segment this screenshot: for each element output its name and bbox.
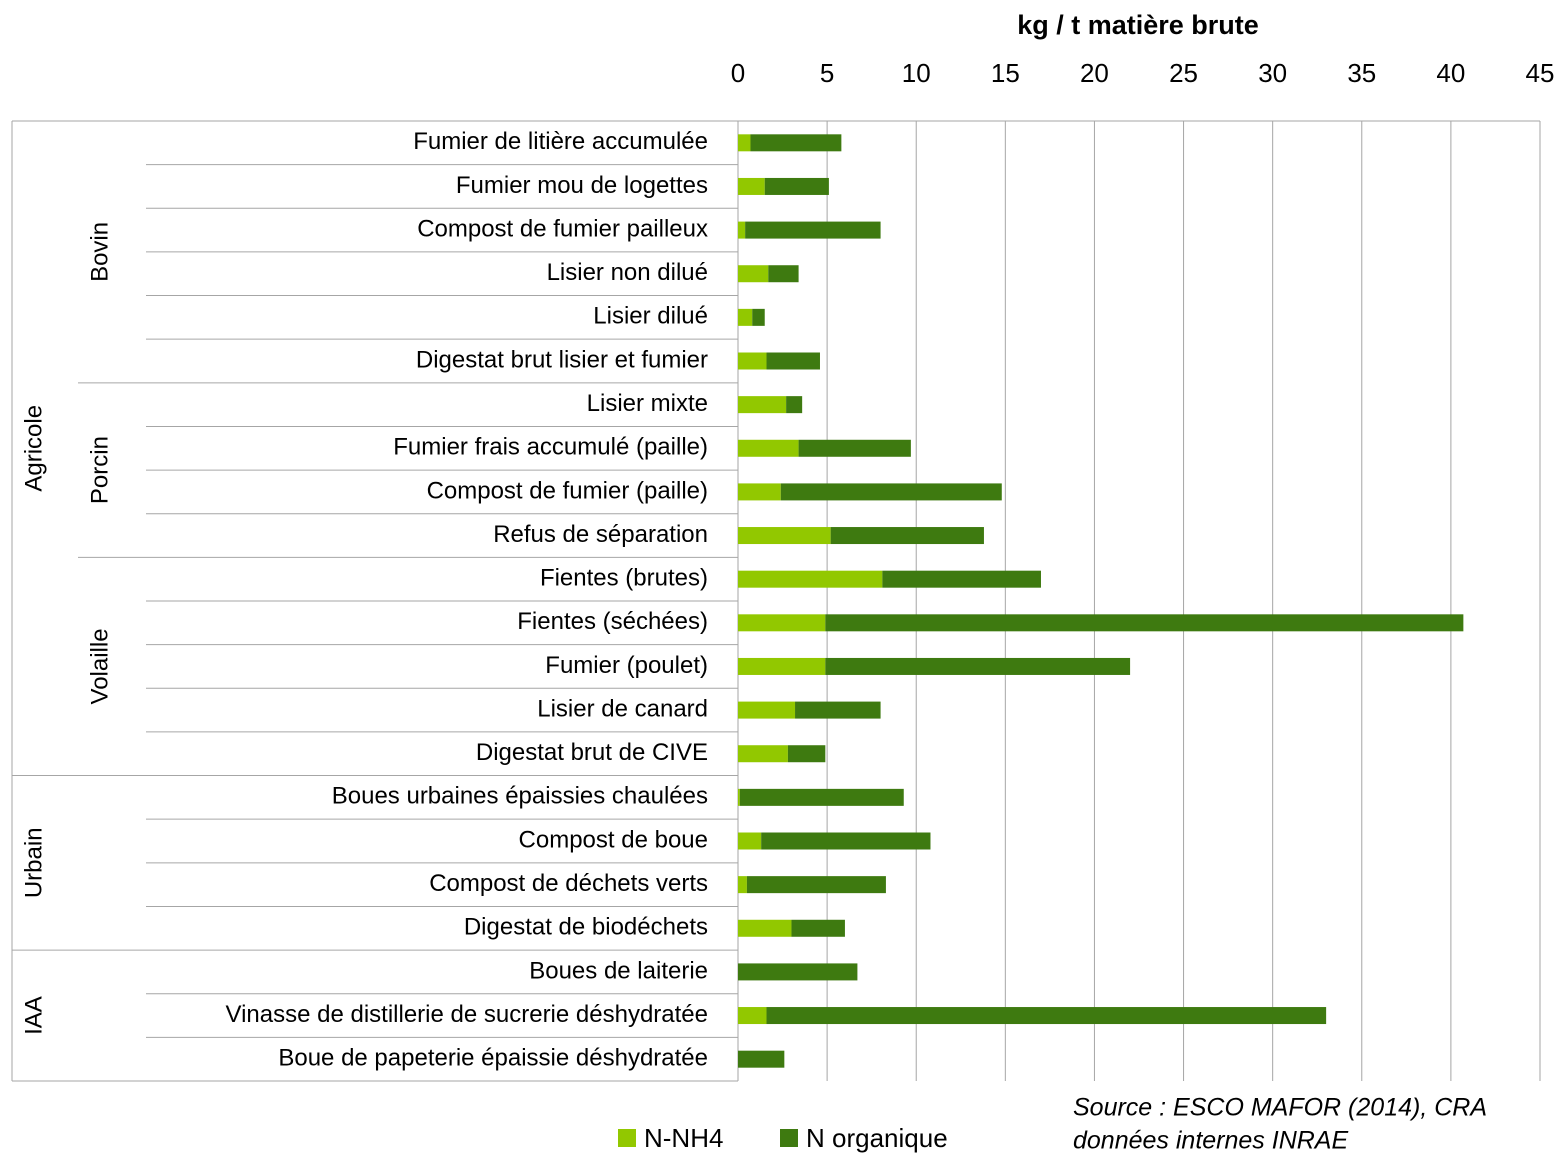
x-tick-label: 0 [731, 58, 745, 88]
bar-segment [830, 527, 984, 545]
category-label: Digestat de biodéchets [464, 914, 708, 941]
bar-segment [787, 745, 826, 763]
source: données internes INRAE [1073, 1127, 1348, 1154]
legend-label: N-NH4 [644, 1123, 723, 1153]
category-label: Lisier mixte [587, 390, 708, 417]
bar-segment [738, 352, 767, 370]
x-tick-label: 10 [902, 58, 931, 88]
bar-segment [738, 308, 753, 326]
bar-segment [739, 788, 904, 806]
bar-segment [791, 919, 845, 937]
category-label: Fumier frais accumulé (paille) [393, 434, 708, 461]
bar-segment [738, 701, 796, 719]
group-label: Volaille [86, 628, 113, 704]
bar-segment [738, 439, 799, 457]
bar-segment [738, 614, 826, 632]
x-tick-label: 5 [820, 58, 834, 88]
bar-segment [825, 657, 1131, 675]
bar-segment [766, 352, 820, 370]
bar-segment [738, 221, 746, 239]
bar-segment [738, 1050, 785, 1068]
bar-segment [738, 919, 792, 937]
category-label: Fumier (poulet) [545, 652, 708, 679]
category-label: Boue de papeterie épaissie déshydratée [278, 1045, 708, 1072]
legend-label: N organique [806, 1123, 948, 1153]
x-tick-label: 40 [1436, 58, 1465, 88]
bar-segment [738, 657, 826, 675]
source: Source : ESCO MAFOR (2014), CRA [1073, 1094, 1487, 1122]
category-label: Fientes (séchées) [517, 608, 708, 635]
category-label: Lisier non dilué [547, 259, 708, 286]
bar-segment [745, 221, 881, 239]
bar-segment [738, 788, 740, 806]
category-label: Compost de fumier pailleux [417, 215, 708, 242]
category-label: Lisier dilué [593, 303, 708, 330]
category-label: Fumier de litière accumulée [413, 128, 708, 155]
legend-swatch [618, 1129, 636, 1147]
category-label: Lisier de canard [537, 695, 708, 722]
category-label: Fientes (brutes) [540, 565, 708, 592]
group-label: Urbain [20, 827, 47, 898]
bar-segment [738, 876, 747, 894]
bar-segment [738, 1007, 767, 1025]
bar-segment [738, 527, 831, 545]
x-tick-label: 25 [1169, 58, 1198, 88]
bar-segment [738, 963, 858, 981]
category-label: Digestat brut lisier et fumier [416, 346, 708, 373]
bar-segment [798, 439, 911, 457]
bar-segment [766, 1007, 1327, 1025]
category-label: Compost de fumier (paille) [427, 477, 708, 504]
group-label: Porcin [86, 436, 113, 504]
category-label: Fumier mou de logettes [456, 172, 708, 199]
x-tick-label: 30 [1258, 58, 1287, 88]
bar-segment [825, 614, 1464, 632]
bar-segment [882, 570, 1041, 588]
bar-segment [746, 876, 886, 894]
bar-segment [764, 177, 829, 195]
group-label: IAA [20, 996, 47, 1035]
bar-segment [750, 134, 842, 152]
category-label: Refus de séparation [493, 521, 708, 548]
bar-segment [761, 832, 931, 850]
x-tick-label: 20 [1080, 58, 1109, 88]
bar-segment [780, 483, 1002, 501]
category-label: Boues de laiterie [529, 957, 708, 984]
bar-segment [795, 701, 881, 719]
bar-segment [738, 177, 765, 195]
bar-segment [738, 265, 769, 283]
bar-segment [768, 265, 799, 283]
x-tick-label: 15 [991, 58, 1020, 88]
category-label: Boues urbaines épaissies chaulées [332, 783, 708, 810]
bar-segment [738, 570, 883, 588]
category-label: Vinasse de distillerie de sucrerie déshy… [226, 1001, 709, 1028]
category-label: Compost de déchets verts [429, 870, 708, 897]
category-label: Compost de boue [519, 826, 708, 853]
bar-segment [738, 832, 762, 850]
bar-segment [738, 745, 788, 763]
group-label: Bovin [86, 222, 113, 282]
group-label: Agricole [20, 405, 47, 492]
bar-segment [738, 483, 781, 501]
bar-segment [786, 396, 803, 414]
x-tick-label: 45 [1526, 58, 1555, 88]
legend-swatch [780, 1129, 798, 1147]
bar-segment [752, 308, 765, 326]
axis-title: kg / t matière brute [1017, 10, 1259, 40]
category-label: Digestat brut de CIVE [476, 739, 708, 766]
bar-segment [738, 396, 787, 414]
x-tick-label: 35 [1347, 58, 1376, 88]
bar-segment [738, 134, 751, 152]
